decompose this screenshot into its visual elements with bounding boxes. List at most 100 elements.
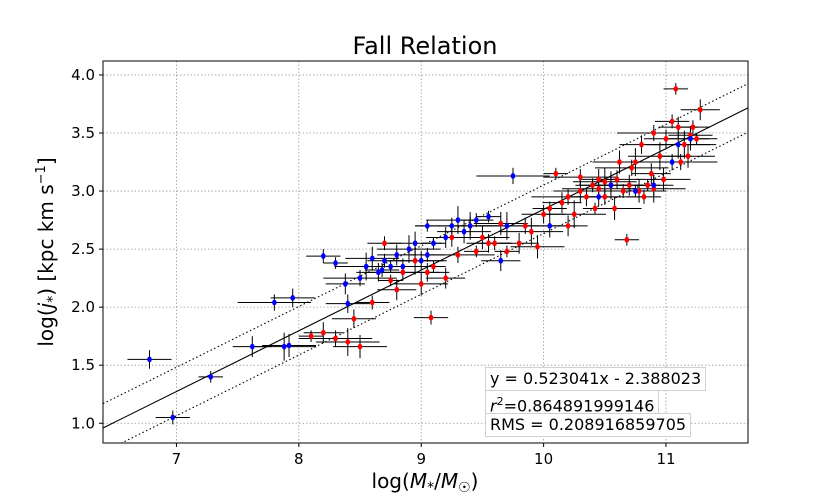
blue-point	[510, 173, 516, 179]
red-point	[697, 106, 703, 113]
blue-point	[406, 246, 412, 252]
blue-point	[379, 267, 385, 273]
red-point	[633, 159, 638, 165]
red-point	[639, 141, 644, 148]
blue-point	[376, 269, 381, 276]
red-point	[565, 222, 571, 229]
red-point	[620, 188, 626, 194]
rms-value: RMS = 0.208916859705	[485, 413, 692, 437]
red-point	[547, 205, 553, 212]
red-point	[590, 182, 595, 189]
fit-equation: y = 0.523041x - 2.388023	[485, 367, 707, 391]
red-point	[308, 333, 314, 340]
red-point	[535, 243, 540, 250]
blue-point	[596, 193, 601, 200]
red-point	[596, 176, 601, 183]
blue-point	[425, 252, 430, 258]
red-point	[663, 135, 669, 142]
blue-point	[473, 217, 479, 223]
chart-title: Fall Relation	[353, 32, 498, 60]
data-points	[147, 85, 703, 421]
red-point	[425, 269, 430, 276]
blue-point	[425, 222, 430, 229]
blue-point	[147, 356, 152, 363]
red-point	[428, 314, 434, 321]
blue-point	[343, 281, 348, 287]
red-point	[571, 211, 577, 218]
blue-point	[321, 253, 326, 259]
blue-point	[633, 188, 638, 194]
blue-point	[394, 252, 400, 258]
red-point	[529, 228, 534, 235]
blue-point	[608, 182, 614, 189]
red-point	[624, 236, 630, 243]
red-point	[357, 343, 363, 350]
blue-point	[675, 141, 681, 148]
blue-point	[272, 299, 277, 306]
blue-point	[547, 222, 553, 229]
red-point	[400, 269, 406, 276]
red-point	[682, 141, 687, 148]
y-tick-label: 2.5	[71, 240, 95, 258]
blue-point	[357, 275, 363, 282]
red-point	[614, 176, 620, 183]
red-point	[661, 176, 666, 183]
red-point	[516, 240, 522, 247]
y-axis-title: log(j*) [kpc km s−1]	[34, 157, 61, 346]
x-tick-label: 7	[172, 450, 182, 468]
blue-point	[449, 222, 455, 229]
x-tick-label: 9	[416, 450, 426, 468]
red-point	[333, 335, 338, 342]
red-point	[492, 240, 497, 247]
y-tick-label: 4.0	[71, 66, 95, 84]
red-point	[596, 185, 601, 192]
blue-point	[286, 342, 292, 349]
x-tick-label: 10	[534, 450, 553, 468]
blue-point	[333, 260, 338, 266]
y-tick-label: 3.5	[71, 124, 95, 142]
red-point	[369, 299, 375, 306]
blue-point	[498, 257, 504, 264]
red-point	[504, 248, 510, 255]
red-point	[649, 170, 654, 177]
red-point	[449, 234, 455, 241]
red-point	[559, 199, 565, 206]
red-point	[412, 257, 418, 264]
blue-point	[412, 240, 418, 247]
red-point	[645, 182, 650, 189]
red-point	[522, 222, 528, 229]
x-tick-label: 8	[294, 450, 304, 468]
blue-point	[455, 217, 461, 223]
red-point	[418, 281, 424, 287]
blue-point	[504, 222, 510, 229]
plot-frame	[102, 60, 749, 444]
axis-ticks: 7 8 9 10 11 1.0 1.5 2.0 2.5 3.0 3.5 4.0	[71, 66, 675, 468]
blue-point	[382, 257, 387, 264]
blue-point	[443, 234, 448, 241]
red-point	[321, 329, 326, 336]
red-point	[382, 240, 387, 247]
red-point	[690, 124, 696, 131]
r-squared-value: 0.864891999146	[516, 396, 655, 416]
red-point	[394, 286, 400, 293]
red-point	[578, 188, 583, 194]
y-tick-label: 1.5	[71, 356, 95, 374]
blue-point	[669, 159, 675, 165]
y-tick-label: 1.0	[71, 414, 95, 432]
red-point	[443, 275, 448, 282]
blue-point	[431, 240, 436, 247]
red-point	[498, 220, 504, 227]
blue-point	[170, 414, 176, 421]
stats-legend: y = 0.523041x - 2.388023 r2=0.8648919991…	[485, 367, 707, 437]
red-point	[565, 193, 571, 200]
red-point	[617, 159, 622, 165]
blue-point	[369, 255, 375, 262]
blue-point	[467, 222, 473, 229]
red-point	[431, 263, 436, 270]
y-tick-label: 2.0	[71, 298, 95, 316]
red-point	[602, 193, 608, 200]
red-point	[602, 178, 608, 185]
blue-point	[688, 135, 693, 142]
blue-point	[400, 263, 406, 270]
